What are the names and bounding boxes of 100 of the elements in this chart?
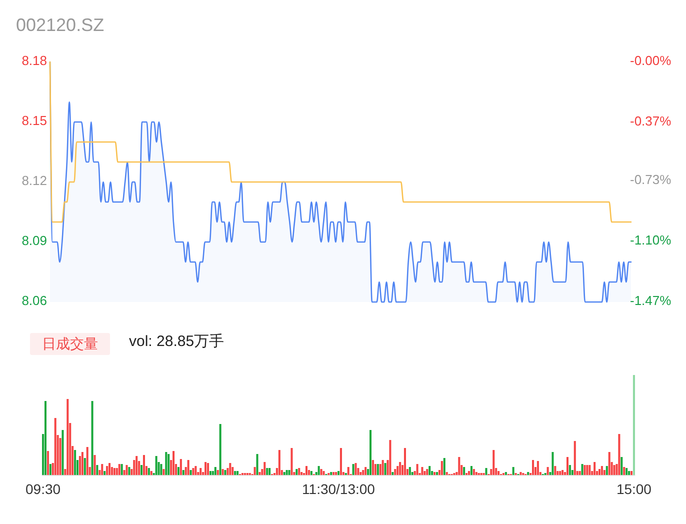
bar bbox=[298, 468, 300, 475]
bar bbox=[382, 460, 384, 475]
bar bbox=[330, 472, 332, 475]
bar bbox=[148, 468, 150, 475]
bar bbox=[133, 460, 136, 475]
bar bbox=[399, 462, 402, 475]
y-tick-label: 8.06 bbox=[22, 293, 47, 308]
bar bbox=[446, 472, 448, 475]
bar bbox=[352, 464, 354, 475]
bar bbox=[84, 458, 86, 475]
chart-title: 002120.SZ bbox=[16, 14, 104, 35]
bar bbox=[81, 452, 84, 475]
bar bbox=[308, 470, 310, 475]
bar bbox=[337, 471, 340, 475]
bar bbox=[421, 467, 424, 475]
bar bbox=[394, 469, 396, 475]
bar bbox=[389, 440, 392, 475]
bar bbox=[283, 472, 286, 475]
bar bbox=[603, 470, 606, 475]
bar bbox=[475, 472, 478, 475]
bar bbox=[379, 464, 382, 475]
bar bbox=[598, 469, 601, 475]
bar bbox=[120, 464, 123, 475]
bar bbox=[512, 467, 514, 475]
bar bbox=[155, 456, 158, 475]
bar bbox=[396, 466, 399, 475]
bar bbox=[128, 467, 130, 475]
bar bbox=[574, 441, 576, 475]
x-tick-label: 09:30 bbox=[26, 480, 61, 497]
bar bbox=[288, 470, 290, 475]
bar bbox=[216, 470, 219, 475]
bar bbox=[254, 467, 256, 475]
bar bbox=[554, 466, 556, 475]
bar bbox=[562, 470, 564, 475]
y-tick-label: 8.15 bbox=[22, 113, 47, 128]
bar bbox=[165, 452, 168, 475]
bar bbox=[426, 469, 428, 475]
bar bbox=[335, 472, 338, 475]
bar bbox=[94, 455, 96, 475]
bar bbox=[470, 466, 472, 475]
bar bbox=[581, 464, 584, 475]
bar bbox=[440, 461, 443, 475]
bar bbox=[600, 466, 603, 475]
bar bbox=[594, 462, 596, 475]
bar bbox=[392, 472, 394, 475]
bar bbox=[310, 471, 312, 475]
bar bbox=[424, 471, 426, 475]
bar bbox=[347, 467, 350, 475]
bar bbox=[370, 430, 372, 475]
bar bbox=[606, 466, 608, 475]
bar bbox=[300, 472, 303, 475]
bar bbox=[66, 399, 69, 475]
bar bbox=[46, 451, 49, 475]
bar bbox=[108, 463, 111, 475]
bar bbox=[192, 468, 194, 475]
bar bbox=[54, 418, 56, 475]
bar bbox=[126, 465, 128, 475]
y-tick-label: 8.18 bbox=[22, 53, 47, 68]
bar bbox=[472, 469, 475, 475]
bar bbox=[362, 470, 364, 475]
bar bbox=[113, 468, 116, 475]
y2-tick-label: -1.10% bbox=[630, 233, 672, 248]
bar bbox=[86, 447, 88, 475]
bar bbox=[194, 466, 197, 475]
bar bbox=[106, 466, 108, 475]
bar bbox=[214, 467, 216, 475]
bar bbox=[588, 465, 591, 475]
bar bbox=[613, 465, 616, 475]
bar bbox=[177, 467, 180, 475]
bar bbox=[224, 470, 226, 475]
bar bbox=[584, 465, 586, 475]
bar bbox=[232, 467, 234, 475]
bar bbox=[485, 468, 488, 475]
bar bbox=[78, 456, 81, 475]
x-tick-label: 15:00 bbox=[616, 480, 652, 497]
bar bbox=[620, 457, 623, 475]
bar bbox=[532, 460, 534, 475]
bar bbox=[142, 455, 145, 475]
bar bbox=[520, 472, 522, 475]
bar bbox=[536, 461, 539, 475]
bar bbox=[101, 464, 104, 475]
bar bbox=[628, 471, 630, 475]
bar bbox=[318, 466, 320, 475]
bar bbox=[190, 470, 192, 475]
bar bbox=[458, 457, 460, 475]
bar bbox=[268, 468, 271, 475]
bar bbox=[162, 469, 165, 475]
bar bbox=[49, 464, 52, 475]
y2-tick-label: -0.00% bbox=[630, 53, 672, 68]
bar bbox=[110, 467, 113, 475]
bar bbox=[91, 401, 94, 475]
bar bbox=[360, 472, 362, 475]
bar bbox=[150, 471, 152, 475]
bar bbox=[74, 450, 76, 475]
bar bbox=[305, 466, 308, 475]
bar bbox=[236, 471, 239, 475]
bar bbox=[200, 468, 202, 475]
bar bbox=[290, 448, 293, 475]
bar bbox=[632, 375, 635, 475]
y-tick-label: 8.09 bbox=[22, 233, 47, 248]
